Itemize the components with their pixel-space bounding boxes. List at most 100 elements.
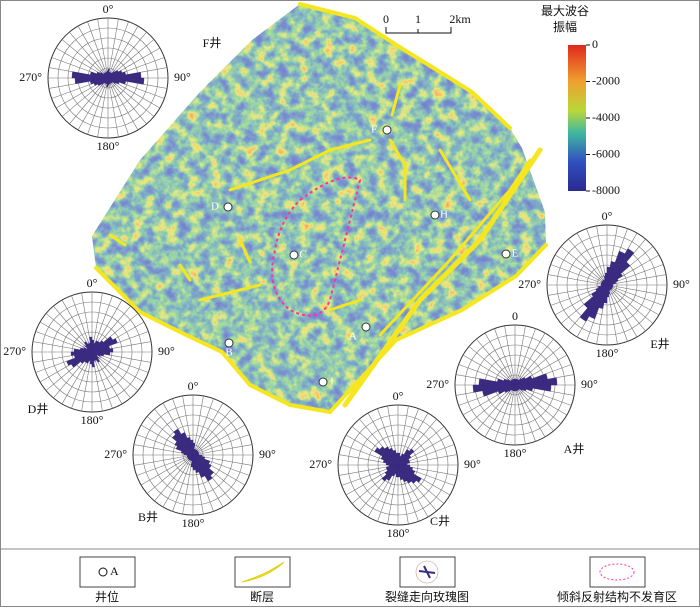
legend-label: 断层 <box>250 589 274 604</box>
scale-bar: 0 1 2km <box>383 12 471 34</box>
rose-spoke <box>61 39 109 79</box>
rose-spoke <box>606 284 664 306</box>
well-label: H <box>440 209 448 221</box>
rose-spoke <box>514 384 562 424</box>
rose-spoke <box>606 284 667 296</box>
rose-petal <box>606 284 610 298</box>
rose-spoke <box>162 454 194 508</box>
rose-petal <box>606 281 617 286</box>
rose-petal <box>106 70 109 79</box>
rose-spoke <box>136 454 194 476</box>
legend: A 井位 断层 裂缝走向玫瑰图 倾斜反射结构不发育区 <box>79 556 677 604</box>
rose-direction: 270° <box>104 447 127 461</box>
rose-petal <box>192 454 196 471</box>
well <box>289 250 299 260</box>
rose-spoke <box>494 384 516 442</box>
rose-petal <box>192 454 206 478</box>
rose-spoke <box>568 238 608 286</box>
well-label: A <box>349 331 357 343</box>
rose-spoke <box>91 351 113 409</box>
rose-spoke <box>484 332 516 386</box>
colorbar-tick-label: -6000 <box>592 146 620 160</box>
rose-name: F井 <box>203 36 222 50</box>
rose-spoke <box>39 321 93 353</box>
rose-spoke <box>606 284 660 316</box>
rose-petal <box>397 460 411 466</box>
undeveloped-zone <box>271 176 362 317</box>
rose-petal <box>70 351 93 356</box>
rose-spoke <box>192 402 224 456</box>
legend-zone-symbol <box>599 563 635 581</box>
rose-direction: 270° <box>3 344 26 358</box>
rose-direction: 180° <box>596 346 619 360</box>
fault <box>228 138 372 192</box>
rose-spoke <box>91 351 139 391</box>
colorbar-tick-label: -4000 <box>592 110 620 124</box>
fault <box>342 147 543 408</box>
rose-spoke <box>514 384 536 442</box>
rose-petal <box>579 284 608 322</box>
rose-petal <box>192 454 200 473</box>
well-label: E <box>512 248 519 260</box>
rose-spoke <box>606 274 667 286</box>
rose-spoke <box>514 384 526 445</box>
rose-petal <box>595 284 608 292</box>
rose-spoke <box>107 25 139 79</box>
rose-petal <box>397 464 408 483</box>
colorbar: 最大波谷 振幅 0 -2000 -4000 -6000 -8000 <box>541 4 620 197</box>
rose-petal <box>374 447 399 466</box>
rose-spoke <box>606 284 646 332</box>
rose-spoke <box>107 21 129 79</box>
rose-spoke <box>514 338 554 386</box>
rose-spoke <box>192 434 250 456</box>
rose-spoke <box>606 284 638 338</box>
rose-direction: 270° <box>426 377 449 391</box>
rose-petal <box>397 455 412 466</box>
rose-spoke <box>140 454 194 486</box>
colorbar-ramp <box>568 45 586 191</box>
rose-direction: 0 <box>512 309 518 323</box>
rose-direction: 180° <box>504 446 527 460</box>
well <box>318 377 328 387</box>
rose-petal <box>583 284 608 309</box>
rose-petal <box>397 464 417 484</box>
rose-petal <box>397 464 412 484</box>
rose-spoke <box>192 398 214 456</box>
well-label: I <box>330 376 334 388</box>
rose-direction: 270° <box>518 277 541 291</box>
rose-petal <box>385 464 399 470</box>
rose-name: E井 <box>650 337 669 351</box>
fault <box>238 238 252 264</box>
rose-spoke <box>133 454 194 466</box>
legend-box <box>79 556 136 588</box>
rose-spoke <box>107 18 119 79</box>
rose: 0° 90° 180° 270° E井 <box>518 209 690 360</box>
rose-spoke <box>154 454 194 502</box>
well-label: F <box>371 124 377 136</box>
rose-spoke <box>69 31 109 79</box>
rose-spoke <box>107 77 119 138</box>
rose-direction: 90° <box>158 344 175 358</box>
fault <box>438 148 472 202</box>
rose-petal <box>397 464 422 483</box>
rose-petal <box>91 338 118 353</box>
rose-direction: 180° <box>97 139 120 153</box>
legend-box <box>399 556 456 588</box>
legend-box <box>589 556 646 588</box>
legend-rose-petals <box>418 565 436 579</box>
rose-direction: 0° <box>393 389 404 403</box>
scale-label: 0 <box>383 12 389 26</box>
rose-spoke <box>504 325 516 386</box>
rose-spoke <box>192 416 240 456</box>
rose-petal <box>606 273 623 286</box>
legend-label: 井位 <box>95 589 119 604</box>
fault <box>178 263 192 282</box>
rose-direction: 90° <box>259 447 276 461</box>
rose-spoke <box>514 325 526 386</box>
rose-petal <box>91 351 95 368</box>
rose-spoke <box>192 424 246 456</box>
rose-spoke <box>97 18 109 79</box>
colorbar-tick-label: -8000 <box>592 183 620 197</box>
wells: F D C H E B A I <box>211 124 519 388</box>
